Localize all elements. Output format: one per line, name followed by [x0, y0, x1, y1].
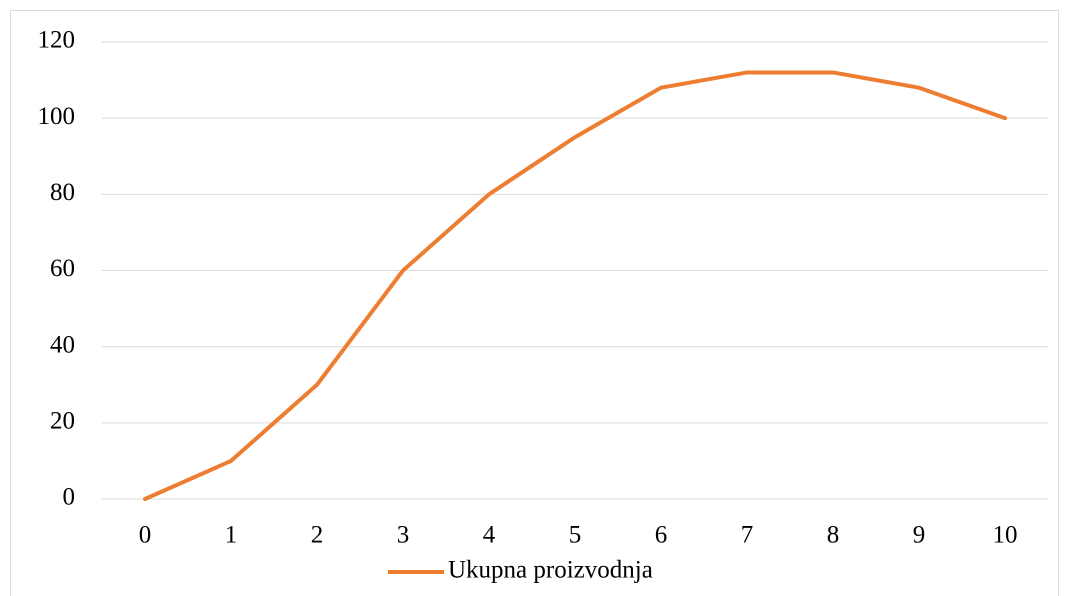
y-tick-label: 80 — [50, 179, 75, 206]
x-tick-label: 2 — [311, 522, 324, 549]
x-tick-label: 0 — [139, 522, 152, 549]
y-tick-label: 0 — [63, 484, 76, 511]
x-tick-label: 7 — [741, 522, 754, 549]
y-tick-label: 60 — [50, 255, 75, 282]
x-tick-label: 10 — [993, 522, 1018, 549]
y-tick-label: 20 — [50, 408, 75, 435]
x-tick-label: 8 — [827, 522, 840, 549]
x-tick-label: 6 — [655, 522, 668, 549]
x-tick-label: 3 — [397, 522, 410, 549]
chart-border — [10, 10, 1059, 596]
y-tick-label: 120 — [38, 27, 76, 54]
x-tick-label: 1 — [225, 522, 238, 549]
legend-label: Ukupna proizvodnja — [448, 557, 653, 584]
line-series — [143, 70, 1007, 501]
x-tick-label: 4 — [483, 522, 496, 549]
y-tick-label: 100 — [38, 103, 76, 130]
y-tick-label: 40 — [50, 331, 75, 358]
x-tick-label: 5 — [569, 522, 582, 549]
x-tick-label: 9 — [913, 522, 926, 549]
